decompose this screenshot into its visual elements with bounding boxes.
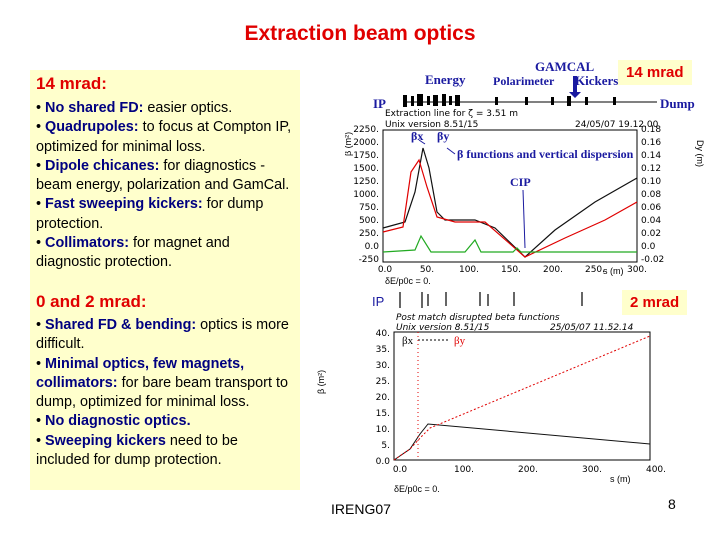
tick-label: 0.0	[376, 457, 391, 467]
tick-label: 20.	[376, 393, 390, 403]
heading-14mrad: 14 mrad:	[36, 74, 107, 93]
bullets-14mrad: • No shared FD: easier optics. • Quadrupo…	[36, 99, 294, 273]
tick-label: 100.	[454, 465, 474, 475]
label-gamcal: GAMCAL	[535, 59, 595, 74]
label-ip: IP	[373, 96, 386, 111]
svg-text:β functions and vertical dispe: β functions and vertical dispersion	[457, 147, 634, 161]
bullets-0-2mrad: • Shared FD & bending: optics is more di…	[36, 316, 294, 470]
tick-label: 0.0	[365, 242, 380, 252]
label-ip-2mrad: IP	[372, 294, 384, 309]
tick-label: 0.0	[378, 265, 393, 275]
svg-text:CIP: CIP	[510, 175, 531, 189]
svg-text:s (m): s (m)	[603, 266, 624, 276]
dispersion-curve	[382, 234, 637, 253]
tick-label: 1000.	[353, 190, 379, 200]
svg-text:δE/p0c = 0.: δE/p0c = 0.	[385, 276, 431, 286]
tick-label: 400.	[646, 465, 666, 475]
badge-2mrad: 2 mrad	[622, 290, 688, 315]
bullet-item: • No shared FD: easier optics.	[36, 100, 233, 116]
beta-y-curve	[382, 158, 638, 258]
arrow-down-icon	[569, 76, 581, 98]
tick-label: 300.	[627, 265, 647, 275]
svg-text:βx: βx	[411, 129, 423, 143]
tick-label: 1750.	[353, 151, 379, 161]
heading-0-2mrad: 0 and 2 mrad:	[36, 292, 147, 311]
bullet-item: • Sweeping kickers need to be included f…	[36, 432, 238, 469]
beta-y-curve-2mrad	[393, 335, 651, 461]
tick-label: 0.16	[641, 138, 661, 148]
tick-label: 500.	[359, 216, 379, 226]
tick-label: 200.	[518, 465, 538, 475]
bullet-item: • Fast sweeping kickers: for dump protec…	[36, 196, 264, 232]
svg-text:Post match disrupted beta func: Post match disrupted beta functions	[396, 313, 560, 323]
tick-label: 150.	[501, 265, 521, 275]
svg-text:βy: βy	[437, 129, 449, 143]
label-dump: Dump	[660, 96, 695, 111]
tick-label: 0.04	[641, 216, 661, 226]
svg-text:δE/p0c = 0.: δE/p0c = 0.	[394, 484, 440, 494]
tick-label: 100.	[459, 265, 479, 275]
tick-label: 0.14	[641, 151, 661, 161]
tick-label: 10.	[376, 425, 390, 435]
tick-label: 300.	[582, 465, 602, 475]
tick-label: 1250.	[353, 177, 379, 187]
tick-label: 200.	[543, 265, 563, 275]
page-number: 8	[668, 496, 676, 512]
tick-label: 15.	[376, 409, 390, 419]
optics-plot-14mrad: Energy GAMCAL Polarimeter Kickers IP Dum…	[345, 59, 705, 286]
svg-text:25/05/07 11.52.14: 25/05/07 11.52.14	[550, 323, 634, 333]
tick-label: 0.10	[641, 177, 661, 187]
bullet-item: • Dipole chicanes: for diagnostics - bea…	[36, 157, 290, 194]
beta-x-curve-2mrad	[393, 423, 651, 461]
footer-label: IRENG07	[331, 501, 391, 517]
svg-text:s (m): s (m)	[610, 474, 631, 484]
svg-text:Unix version 8.51/15: Unix version 8.51/15	[396, 323, 490, 333]
tick-label: 1500.	[353, 164, 379, 174]
slide-title: Extraction beam optics	[244, 22, 476, 45]
tick-label: 2000.	[353, 138, 379, 148]
tick-label: 40.	[376, 329, 390, 339]
svg-text:Extraction line for ζ = 3.51 m: Extraction line for ζ = 3.51 m	[385, 109, 518, 119]
svg-text:βx: βx	[402, 335, 414, 347]
beta-x-curve	[382, 147, 638, 258]
svg-text:24/05/07 19.12.00: 24/05/07 19.12.00	[575, 120, 659, 130]
left-text-panel: 14 mrad: • No shared FD: easier optics. •…	[30, 70, 300, 490]
svg-text:β (m²): β (m²)	[345, 132, 353, 156]
svg-text:Unix version 8.51/15: Unix version 8.51/15	[385, 120, 478, 130]
svg-text:β (m²): β (m²)	[316, 370, 326, 394]
tick-label: 2250.	[353, 125, 379, 135]
tick-label: 0.0	[641, 242, 656, 252]
tick-label: 0.06	[641, 203, 661, 213]
bullet-item: • Collimators: for magnet and diagnostic…	[36, 235, 230, 271]
tick-label: 750.	[359, 203, 379, 213]
tick-label: -250	[359, 255, 380, 265]
optics-plot-2mrad: IP Post match disrupted beta functions U…	[316, 292, 666, 494]
svg-text:βy: βy	[454, 335, 466, 347]
tick-label: 5.	[381, 441, 390, 451]
tick-label: 0.18	[641, 125, 661, 135]
label-kickers: Kickers	[575, 73, 618, 88]
beamline-magnets-2mrad	[399, 292, 583, 308]
bullet-item: • Quadrupoles: to focus at Compton IP, o…	[36, 119, 292, 155]
tick-label: 250.	[359, 229, 379, 239]
bullet-item: • No diagnostic optics.	[36, 413, 191, 430]
tick-label: 0.12	[641, 164, 661, 174]
svg-text:Dy (m): Dy (m)	[695, 140, 705, 167]
badge-14mrad: 14 mrad	[618, 60, 692, 85]
tick-label: 25.	[376, 377, 390, 387]
bullet-item: • Shared FD & bending: optics is more di…	[36, 317, 289, 353]
bullet-item: • Minimal optics, few magnets, collimato…	[36, 355, 288, 411]
label-energy: Energy	[425, 72, 466, 87]
label-polarimeter: Polarimeter	[493, 74, 555, 88]
tick-label: 50.	[420, 265, 434, 275]
tick-label: -0.02	[641, 255, 664, 265]
tick-label: 250.	[585, 265, 605, 275]
tick-label: 0.02	[641, 229, 661, 239]
tick-label: 30.	[376, 361, 390, 371]
tick-label: 35.	[376, 345, 390, 355]
tick-label: 0.0	[393, 465, 408, 475]
tick-label: 0.08	[641, 190, 661, 200]
beamline-magnets	[403, 94, 616, 107]
